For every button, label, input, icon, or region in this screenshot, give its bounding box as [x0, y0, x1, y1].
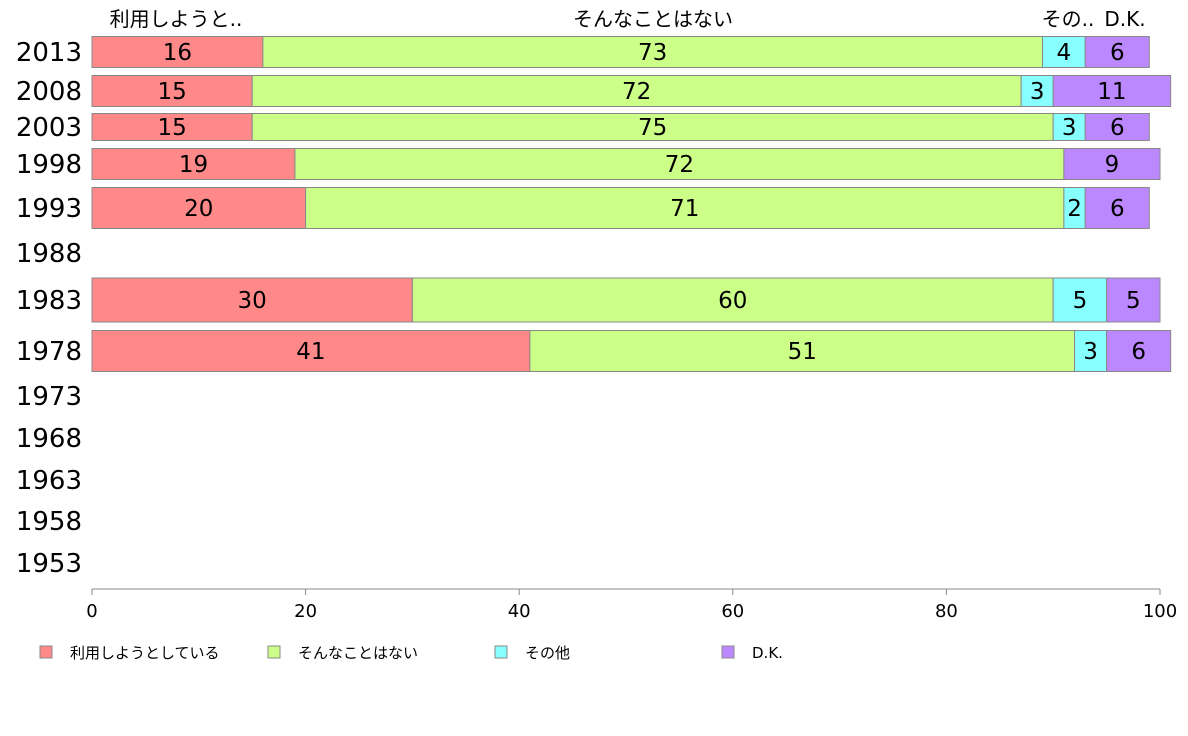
bar-segment [529, 330, 1076, 372]
data-label: 75 [638, 115, 667, 141]
data-label: 3 [1030, 79, 1045, 105]
x-tick-label: 80 [935, 601, 958, 622]
bar-segment [262, 36, 1044, 68]
top-series-label: その.. [1042, 7, 1095, 31]
bar-segment [91, 36, 264, 68]
data-label: 19 [179, 152, 208, 178]
bar-segment [1084, 113, 1150, 141]
legend-label: D.K. [752, 644, 783, 662]
legend-swatch [267, 645, 281, 659]
data-label: 16 [163, 40, 192, 66]
data-label: 6 [1110, 115, 1125, 141]
data-label: 15 [157, 79, 186, 105]
bar-segment [1020, 75, 1054, 107]
year-label: 1983 [16, 286, 82, 316]
year-label: 1988 [16, 239, 82, 269]
data-label: 3 [1083, 339, 1098, 365]
legend-swatch [721, 645, 735, 659]
x-tick-label: 20 [294, 601, 317, 622]
data-label: 72 [622, 79, 651, 105]
bar-segment [305, 187, 1065, 229]
bar-segment [91, 148, 296, 180]
data-label: 30 [238, 288, 267, 314]
data-label: 73 [638, 40, 667, 66]
data-label: 71 [670, 196, 699, 222]
bar-segment [1063, 148, 1161, 180]
bar-segment [251, 75, 1022, 107]
data-label: 6 [1131, 339, 1146, 365]
x-tick-label: 60 [721, 601, 744, 622]
bar-segment [1106, 277, 1161, 323]
year-label: 1968 [16, 424, 82, 454]
year-label: 1978 [16, 337, 82, 367]
data-label: 11 [1097, 79, 1126, 105]
x-axis: 0 20 40 60 80 100 [86, 588, 1177, 622]
top-series-label: 利用しようと.. [110, 7, 243, 31]
data-label: 4 [1057, 40, 1072, 66]
year-label: 2013 [16, 38, 82, 68]
year-label: 1958 [16, 507, 82, 537]
bars: 16 73 4 6 15 72 3 11 15 75 3 6 19 72 9 20 71 2 6 30 60 5 5 41 51… [91, 36, 1172, 372]
bar-segment [91, 187, 307, 229]
data-label: 60 [718, 288, 747, 314]
legend-label: その他 [525, 644, 570, 662]
legend-swatch [39, 645, 53, 659]
legend-swatch [494, 645, 508, 659]
data-label: 20 [184, 196, 213, 222]
data-label: 5 [1073, 288, 1088, 314]
bar-segment [1084, 187, 1150, 229]
x-tick-label: 40 [508, 601, 531, 622]
top-series-label: D.K. [1104, 7, 1145, 31]
bar-segment [294, 148, 1065, 180]
bar-segment [411, 277, 1054, 323]
bar-segment [91, 330, 531, 372]
x-tick-label: 0 [86, 601, 97, 622]
legend-label: そんなことはない [298, 644, 418, 662]
bar-segment [1042, 36, 1086, 68]
data-label: 6 [1110, 40, 1125, 66]
bar-segment [1074, 330, 1108, 372]
data-label: 72 [665, 152, 694, 178]
bar-segment [91, 75, 253, 107]
year-label: 2003 [16, 113, 82, 143]
year-label: 1953 [16, 549, 82, 579]
bar-segment [91, 277, 413, 323]
data-label: 51 [788, 339, 817, 365]
data-label: 15 [157, 115, 186, 141]
legend-label: 利用しようとしている [70, 644, 220, 662]
data-label: 5 [1126, 288, 1141, 314]
year-label: 2008 [16, 77, 82, 107]
legend: 利用しようとしている そんなことはない その他 D.K. [39, 644, 783, 662]
top-labels: 利用しようと.. そんなことはない その.. D.K. [110, 7, 1146, 31]
bar-segment [91, 113, 253, 141]
data-label: 3 [1062, 115, 1077, 141]
bar-segment [1052, 75, 1172, 107]
bar-segment [251, 113, 1054, 141]
top-series-label: そんなことはない [573, 7, 733, 31]
year-labels: 2013 2008 2003 1998 1993 1988 1983 1978 1973 1968… [16, 38, 82, 579]
x-tick-label: 100 [1143, 601, 1177, 622]
year-label: 1963 [16, 466, 82, 496]
data-label: 6 [1110, 196, 1125, 222]
year-label: 1993 [16, 194, 82, 224]
bar-segment [1052, 277, 1108, 323]
data-label: 41 [296, 339, 325, 365]
data-label: 2 [1067, 196, 1082, 222]
bar-segment [1084, 36, 1150, 68]
data-label: 9 [1105, 152, 1120, 178]
year-label: 1973 [16, 382, 82, 412]
bar-segment [1106, 330, 1172, 372]
year-label: 1998 [16, 150, 82, 180]
